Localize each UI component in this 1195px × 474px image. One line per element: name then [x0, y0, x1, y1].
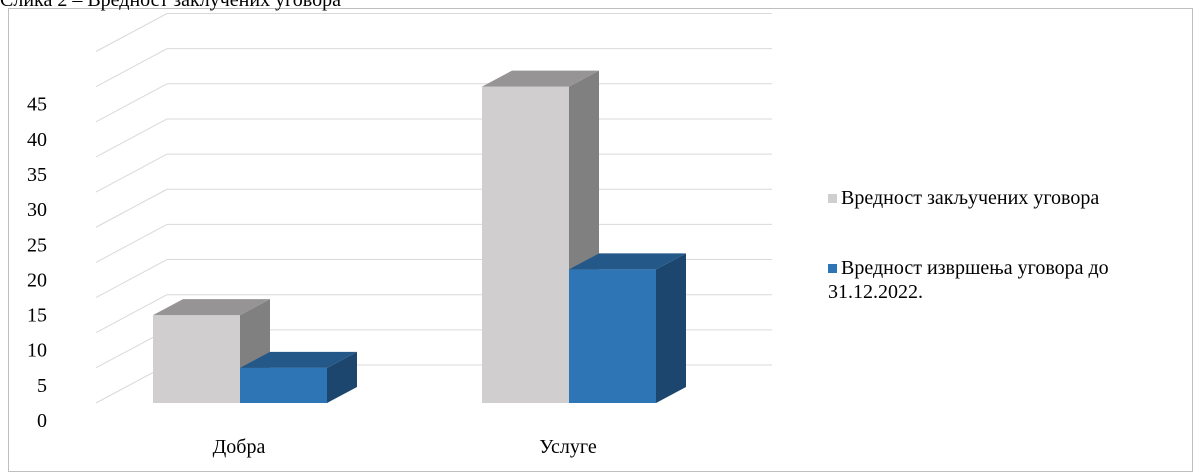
bar-front: [569, 269, 656, 403]
y-tick-label: 40: [27, 129, 47, 151]
gridline-side: [95, 83, 168, 123]
y-tick-label: 25: [27, 234, 47, 256]
bar-front: [482, 86, 569, 404]
bar-top: [569, 253, 686, 270]
chart-frame: [8, 8, 1193, 472]
x-category-label: Услуге: [539, 436, 597, 458]
legend-item-executed: Вредност извршења уговора до 31.12.2022.: [828, 256, 1168, 304]
bar-top: [482, 70, 599, 87]
y-tick-label: 20: [27, 269, 47, 291]
bar-top: [153, 299, 270, 316]
chart-caption-cut: Слика 2 – Вредност заклучених уговора: [0, 0, 341, 11]
bar-top: [240, 351, 357, 368]
gridline-side: [95, 118, 168, 158]
y-tick-label: 5: [37, 375, 47, 397]
y-tick-label: 15: [27, 305, 47, 327]
bar-front: [153, 315, 240, 403]
gridline-side: [95, 259, 168, 298]
y-tick-label: 30: [27, 199, 47, 221]
gridline-side: [95, 294, 168, 334]
y-tick-label: 35: [27, 164, 47, 186]
bar-side: [656, 253, 686, 403]
bar-side: [327, 351, 357, 403]
legend-item-contracted: Вредност закључених уговора: [828, 186, 1099, 210]
bar-front: [240, 367, 327, 403]
x-category-label: Добра: [213, 436, 266, 458]
legend-label-executed: Вредност извршења уговора до 31.12.2022.: [828, 257, 1109, 303]
gridline-side: [95, 223, 168, 263]
legend-label-contracted: Вредност закључених уговора: [841, 187, 1100, 209]
legend-swatch-executed: [828, 264, 837, 273]
y-tick-label: 45: [27, 94, 47, 116]
gridline-side: [95, 153, 168, 193]
gridline-side: [95, 48, 168, 88]
legend-swatch-contracted: [828, 194, 837, 203]
gridline-side: [95, 188, 168, 228]
y-tick-label: 0: [37, 410, 47, 432]
y-tick-label: 10: [27, 340, 47, 362]
gridline-side: [95, 13, 168, 52]
